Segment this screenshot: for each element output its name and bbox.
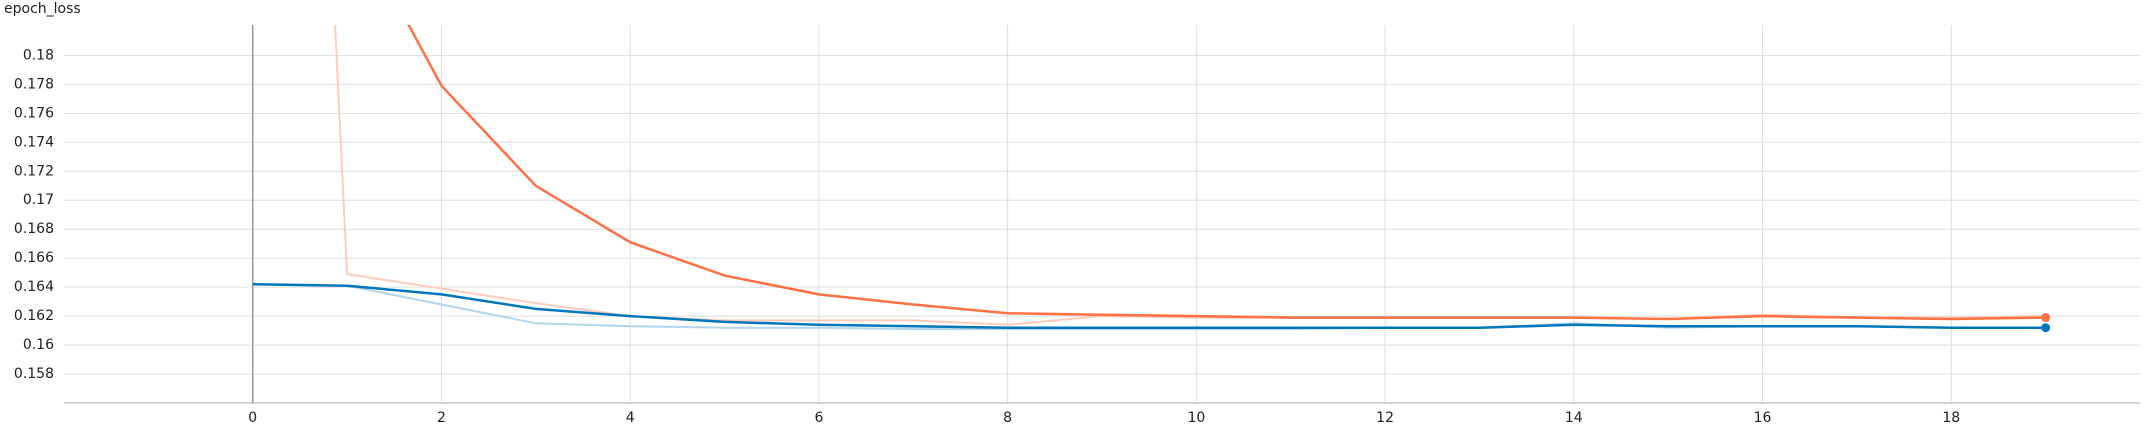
series-line	[252, 282, 2046, 329]
x-tick-label: 4	[626, 410, 635, 426]
x-tick-label: 2	[437, 410, 446, 426]
series-line	[334, 25, 2046, 326]
y-tick-label: 0.164	[14, 279, 54, 295]
y-tick-label: 0.166	[14, 250, 54, 266]
x-tick-label: 12	[1376, 410, 1394, 426]
x-tick-label: 8	[1003, 410, 1012, 426]
grid: 0.158 0.16 0.162 0.164 0.166 0.168 0.17 0.172 0.…	[14, 25, 2140, 426]
y-tick-label: 0.178	[14, 76, 54, 92]
y-tick-label: 0.18	[23, 47, 54, 63]
y-tick-label: 0.17	[23, 192, 54, 208]
end-point	[2041, 323, 2051, 333]
x-tick-label: 0	[248, 410, 257, 426]
y-tick-label: 0.16	[23, 337, 54, 353]
y-tick-label: 0.172	[14, 163, 54, 179]
y-tick-label: 0.158	[14, 366, 54, 382]
x-tick-label: 14	[1565, 410, 1583, 426]
y-tick-label: 0.168	[14, 221, 54, 237]
x-tick-label: 6	[814, 410, 823, 426]
y-tick-label: 0.162	[14, 308, 54, 324]
x-tick-label: 18	[1942, 410, 1960, 426]
y-tick-label: 0.174	[14, 134, 54, 150]
x-tick-label: 10	[1187, 410, 1205, 426]
plot-area	[252, 25, 2051, 333]
end-point	[2041, 313, 2051, 323]
series-line	[407, 25, 2046, 321]
x-tick-label: 16	[1754, 410, 1772, 426]
y-tick-label: 0.176	[14, 105, 54, 121]
chart-title: epoch_loss	[4, 1, 81, 17]
